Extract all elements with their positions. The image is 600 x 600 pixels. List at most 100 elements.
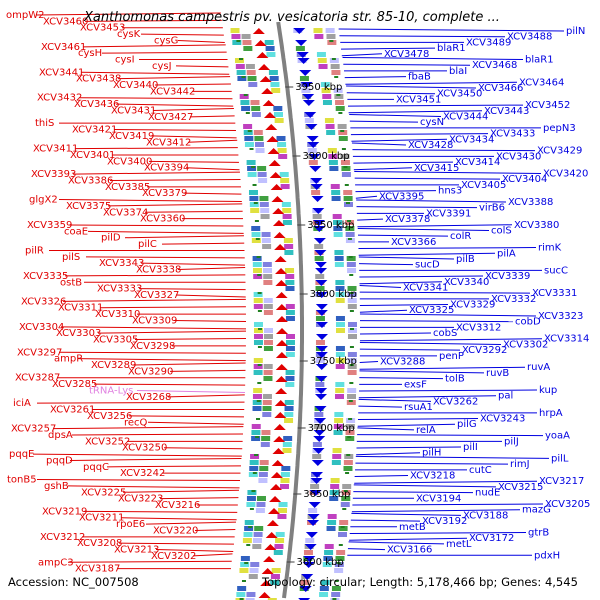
gc-marker	[344, 184, 349, 186]
feature-block	[311, 190, 321, 195]
left-leader-line	[120, 517, 237, 521]
reverse-gene-arrow	[297, 58, 310, 64]
feature-block	[335, 382, 345, 387]
right-gene-label: pilH	[422, 448, 441, 459]
feature-block	[249, 466, 259, 471]
feature-block	[282, 448, 292, 453]
reverse-gene-arrow	[313, 238, 326, 244]
label-leader-lines	[32, 12, 565, 570]
feature-block	[324, 544, 334, 549]
right-leader-line	[357, 234, 449, 237]
left-leader-line	[60, 326, 247, 330]
left-leader-line	[134, 338, 246, 341]
feature-block	[325, 124, 335, 129]
left-leader-line	[99, 306, 246, 309]
gc-marker	[346, 202, 350, 204]
right-leader-line	[359, 304, 449, 307]
feature-block	[312, 442, 322, 447]
left-gene-label: XCV3268	[126, 392, 171, 403]
feature-block	[271, 568, 281, 573]
left-gene-label: XCV3256	[87, 411, 132, 422]
left-leader-line	[117, 76, 231, 80]
feature-block	[335, 286, 345, 291]
reverse-gene-arrow	[302, 100, 315, 106]
feature-block	[244, 136, 254, 141]
forward-gene-arrow	[267, 508, 280, 514]
gc-marker	[257, 310, 262, 312]
gc-marker	[246, 544, 251, 546]
feature-block	[347, 352, 357, 357]
left-leader-line	[58, 351, 246, 354]
right-leader-line	[357, 434, 544, 437]
feature-block	[341, 166, 351, 171]
right-gene-label: penP	[439, 351, 464, 362]
feature-block	[273, 106, 283, 111]
feature-block	[247, 166, 257, 171]
feature-block	[253, 130, 263, 135]
feature-block	[235, 64, 245, 69]
feature-block	[285, 346, 295, 351]
forward-gene-arrow	[265, 124, 278, 130]
right-gene-label: colR	[450, 231, 471, 242]
left-leader-line	[118, 542, 234, 545]
feature-block	[242, 538, 252, 543]
feature-block	[340, 154, 350, 159]
left-gene-label: XCV3326	[21, 296, 66, 307]
feature-block	[251, 424, 261, 429]
reverse-gene-arrow	[305, 124, 318, 130]
feature-block	[282, 214, 292, 219]
reverse-gene-arrow	[311, 472, 324, 478]
right-gene-label: rimJ	[510, 459, 530, 470]
forward-gene-arrow	[273, 424, 286, 430]
feature-block	[337, 124, 347, 129]
left-gene-label: XCV3400	[107, 156, 152, 167]
feature-block	[333, 232, 343, 237]
left-gene-label: tRNA-Lys	[89, 385, 133, 396]
feature-block	[331, 460, 341, 465]
right-leader-line	[357, 224, 513, 228]
left-leader-line	[74, 147, 238, 150]
feature-block	[315, 382, 325, 387]
feature-block	[258, 478, 268, 483]
feature-block	[284, 244, 294, 249]
forward-gene-arrow	[270, 484, 283, 490]
right-leader-line	[357, 227, 490, 231]
feature-block	[341, 496, 351, 501]
left-gene-label: pilS	[62, 252, 80, 263]
feature-block	[278, 154, 288, 159]
right-leader-line	[338, 28, 565, 32]
left-leader-line	[80, 71, 230, 75]
reverse-gene-arrow	[315, 388, 328, 394]
right-leader-line	[358, 247, 537, 250]
left-leader-line	[175, 294, 246, 298]
gc-marker	[254, 220, 259, 222]
left-gene-label: ompW2	[6, 10, 44, 21]
feature-block	[253, 292, 263, 297]
scale-tick-label: 3750 kbp	[310, 356, 357, 367]
feature-block	[243, 532, 253, 537]
feature-block	[280, 178, 290, 183]
right-gene-label: mazG	[522, 505, 551, 516]
right-gene-label: XCV3405	[461, 180, 506, 191]
left-gene-label: cysG	[154, 35, 178, 46]
feature-block	[327, 40, 337, 45]
left-gene-label: XCV3219	[42, 506, 87, 517]
gc-marker	[256, 418, 261, 420]
feature-block	[277, 142, 287, 147]
left-leader-line	[138, 288, 246, 291]
right-gene-label: gtrB	[528, 528, 549, 539]
feature-block	[248, 190, 258, 195]
gc-marker	[343, 166, 348, 168]
left-gene-label: pqqD	[46, 455, 73, 466]
feature-block	[252, 544, 262, 549]
right-gene-label: XCV3243	[480, 414, 525, 425]
feature-block	[347, 286, 357, 291]
feature-block	[346, 400, 356, 405]
left-leader-line	[93, 383, 246, 386]
reverse-gene-arrow	[313, 430, 326, 436]
left-gene-label: XCV3436	[74, 99, 119, 110]
feature-block	[346, 256, 356, 261]
reverse-gene-arrow	[315, 292, 328, 298]
feature-block	[285, 316, 295, 321]
